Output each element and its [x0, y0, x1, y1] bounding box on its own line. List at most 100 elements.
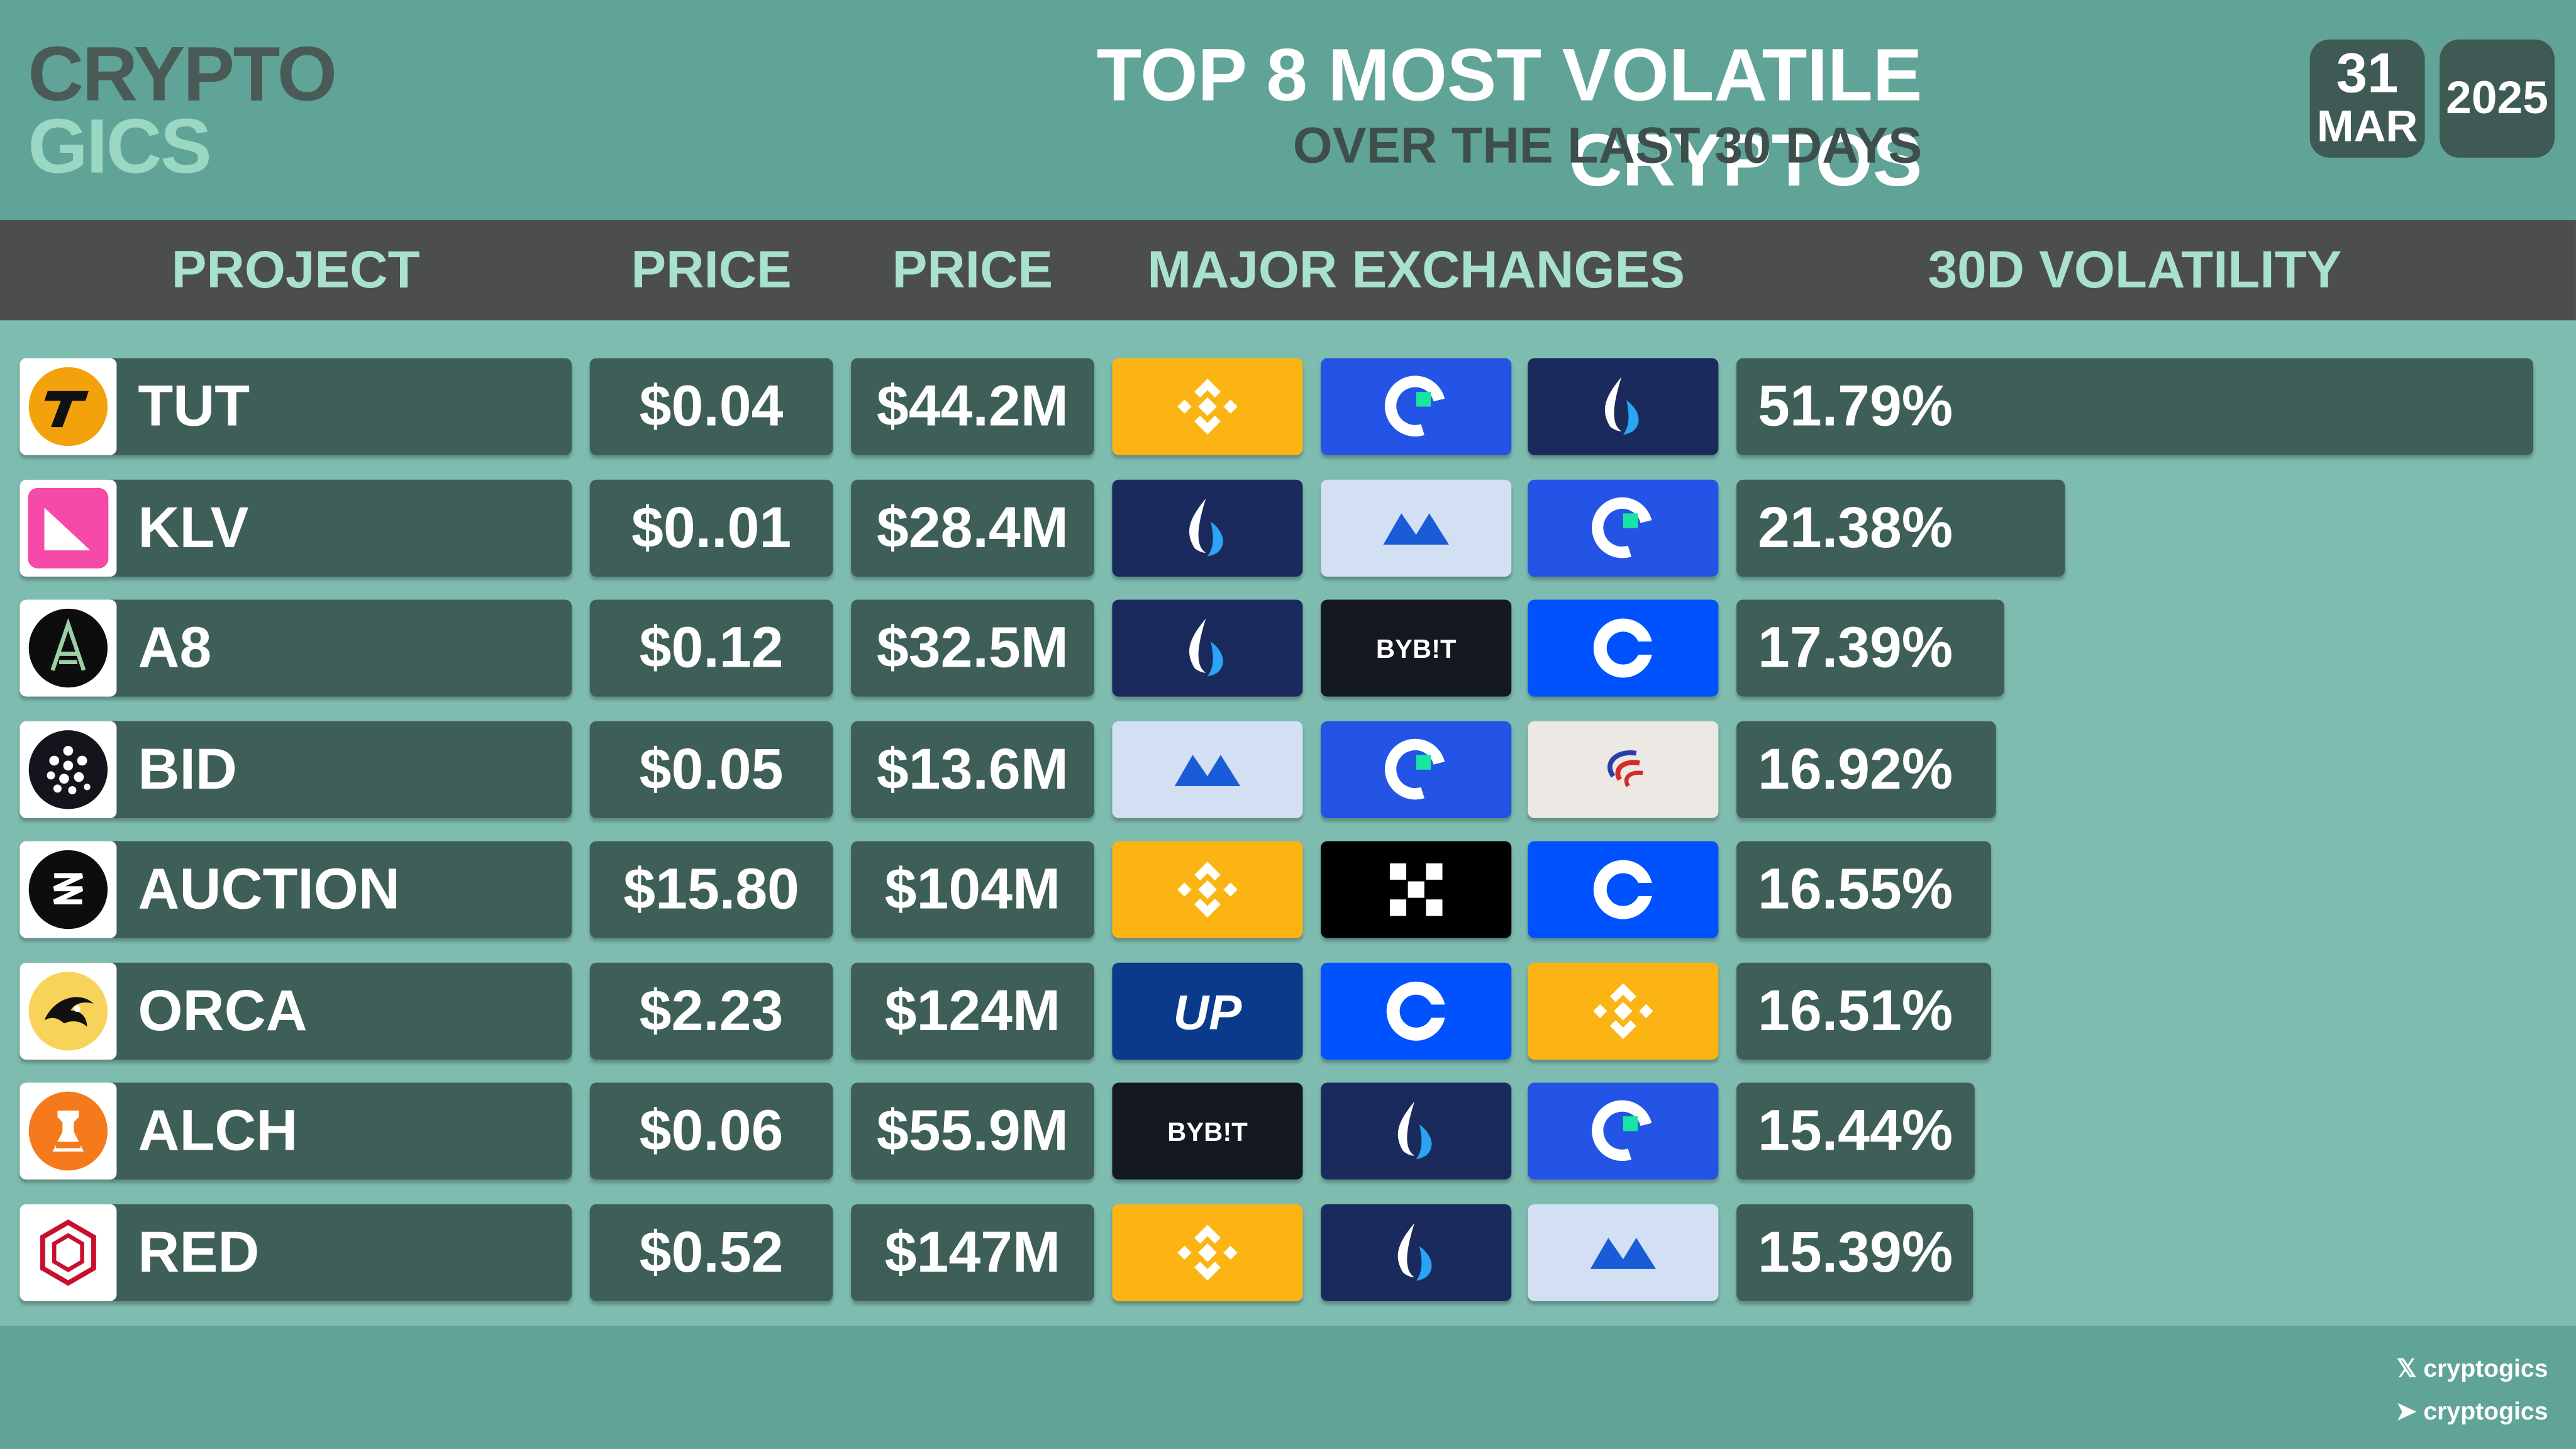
volatility-bar: 21.38%	[1736, 479, 2065, 576]
binance-icon[interactable]	[1112, 1203, 1303, 1301]
x-handle: cryptogics	[2423, 1355, 2548, 1384]
alch-logo-graphic	[28, 1091, 108, 1171]
market-cap-value: $55.9M	[851, 1082, 1094, 1180]
column-header-project: PROJECT	[171, 240, 420, 299]
table-row: RED $0.52 $147M 15.39%	[0, 1203, 2576, 1301]
auction-logo-graphic	[28, 850, 108, 930]
volatility-bar: 16.51%	[1736, 962, 1991, 1059]
gate-icon[interactable]	[1321, 358, 1512, 455]
mexc-icon[interactable]	[1528, 1203, 1719, 1301]
bid-logo	[19, 720, 117, 818]
volatility-bar: 51.79%	[1736, 358, 2534, 455]
gate-icon[interactable]	[1528, 1082, 1719, 1180]
tut-logo	[19, 358, 117, 455]
market-cap-value: $28.4M	[851, 479, 1094, 576]
red-logo	[19, 1203, 117, 1301]
htx-icon[interactable]	[1528, 358, 1719, 455]
market-cap-value: $124M	[851, 962, 1094, 1059]
page-subtitle: OVER THE LAST 30 DAYS	[1292, 116, 1923, 174]
mexc-icon[interactable]	[1112, 720, 1303, 818]
alch-logo	[19, 1082, 117, 1180]
price-value: $0.12	[589, 599, 833, 697]
date-month: MAR	[2316, 101, 2418, 152]
column-header-price-2: PRICE	[892, 240, 1053, 299]
upbit-icon[interactable]: UP	[1112, 962, 1303, 1059]
brand-logo-line1: CRYPTO	[28, 30, 337, 117]
price-value: $0.52	[589, 1203, 833, 1301]
market-cap-value: $32.5M	[851, 599, 1094, 697]
price-value: $15.80	[589, 841, 833, 938]
volatility-bar: 16.92%	[1736, 720, 1996, 818]
project-cell[interactable]: ALCH	[19, 1082, 572, 1180]
htx-icon[interactable]	[1321, 1203, 1512, 1301]
okx-icon[interactable]	[1321, 841, 1512, 938]
orca-logo	[19, 962, 117, 1059]
date-badge: 31 MAR	[2309, 39, 2425, 158]
project-cell[interactable]: AUCTION	[19, 841, 572, 938]
price-value: $0.06	[589, 1082, 833, 1180]
project-name: KLV	[138, 495, 249, 560]
a8-logo-graphic	[28, 608, 108, 688]
project-cell[interactable]: KLV	[19, 479, 572, 576]
htx-icon[interactable]	[1112, 479, 1303, 576]
market-cap-value: $44.2M	[851, 358, 1094, 455]
svg-text:BYB!T: BYB!T	[1167, 1117, 1248, 1146]
project-cell[interactable]: BID	[19, 720, 572, 818]
volatility-bar: 17.39%	[1736, 599, 2004, 697]
footer-telegram[interactable]: ➤ cryptogics	[2396, 1396, 2548, 1426]
footer-x[interactable]: 𝕏 cryptogics	[2397, 1353, 2548, 1383]
table-row: TUT $0.04 $44.2M 51.79%	[0, 358, 2576, 455]
volatility-bar: 15.44%	[1736, 1082, 1975, 1180]
orca-logo-graphic	[28, 970, 108, 1050]
project-cell[interactable]: RED	[19, 1203, 572, 1301]
a8-logo	[19, 599, 117, 697]
table-header	[0, 220, 2576, 321]
tut-logo-graphic	[28, 367, 108, 447]
page-title: TOP 8 MOST VOLATILE CRYPTOS	[1096, 33, 1923, 203]
project-name: RED	[138, 1219, 260, 1284]
bid-logo-graphic	[28, 729, 108, 809]
project-name: TUT	[138, 374, 250, 439]
volatility-bar: 15.39%	[1736, 1203, 1974, 1301]
project-cell[interactable]: ORCA	[19, 962, 572, 1059]
coinbase-icon[interactable]	[1528, 599, 1719, 697]
project-cell[interactable]: TUT	[19, 358, 572, 455]
htx-icon[interactable]	[1112, 599, 1303, 697]
svg-text:BYB!T: BYB!T	[1376, 634, 1457, 663]
telegram-handle: cryptogics	[2423, 1397, 2548, 1426]
binance-icon[interactable]	[1112, 841, 1303, 938]
year-badge: 2025	[2440, 39, 2555, 158]
telegram-icon: ➤	[2396, 1397, 2417, 1426]
market-cap-value: $104M	[851, 841, 1094, 938]
table-row: BID $0.05 $13.6M 16.92%	[0, 720, 2576, 818]
gate-icon[interactable]	[1528, 479, 1719, 576]
mexc-icon[interactable]	[1321, 479, 1512, 576]
binance-icon[interactable]	[1528, 962, 1719, 1059]
column-header-exchanges: MAJOR EXCHANGES	[1147, 240, 1685, 299]
gate-icon[interactable]	[1321, 720, 1512, 818]
x-icon: 𝕏	[2396, 1355, 2417, 1384]
binance-icon[interactable]	[1112, 358, 1303, 455]
price-value: $0.04	[589, 358, 833, 455]
bybit-icon[interactable]: BYB!T	[1112, 1082, 1303, 1180]
column-header-price: PRICE	[631, 240, 792, 299]
bybit-icon[interactable]: BYB!T	[1321, 599, 1512, 697]
project-name: A8	[138, 616, 212, 680]
project-name: ORCA	[138, 978, 308, 1043]
brand-logo-line2: GICS	[28, 101, 211, 189]
project-cell[interactable]: A8	[19, 599, 572, 697]
coinbase-icon[interactable]	[1321, 962, 1512, 1059]
crossex-icon[interactable]	[1528, 720, 1719, 818]
klv-logo	[19, 479, 117, 576]
table-row: ORCA $2.23 $124M UP 16.51%	[0, 962, 2576, 1059]
table-row: A8 $0.12 $32.5M BYB!T 17.39%	[0, 599, 2576, 697]
market-cap-value: $147M	[851, 1203, 1094, 1301]
htx-icon[interactable]	[1321, 1082, 1512, 1180]
coinbase-icon[interactable]	[1528, 841, 1719, 938]
date-day: 31	[2336, 42, 2399, 106]
auction-logo	[19, 841, 117, 938]
table-row: AUCTION $15.80 $104M 16.55%	[0, 841, 2576, 938]
klv-logo-graphic	[28, 487, 109, 568]
volatility-bar: 16.55%	[1736, 841, 1991, 938]
project-name: AUCTION	[138, 857, 400, 922]
